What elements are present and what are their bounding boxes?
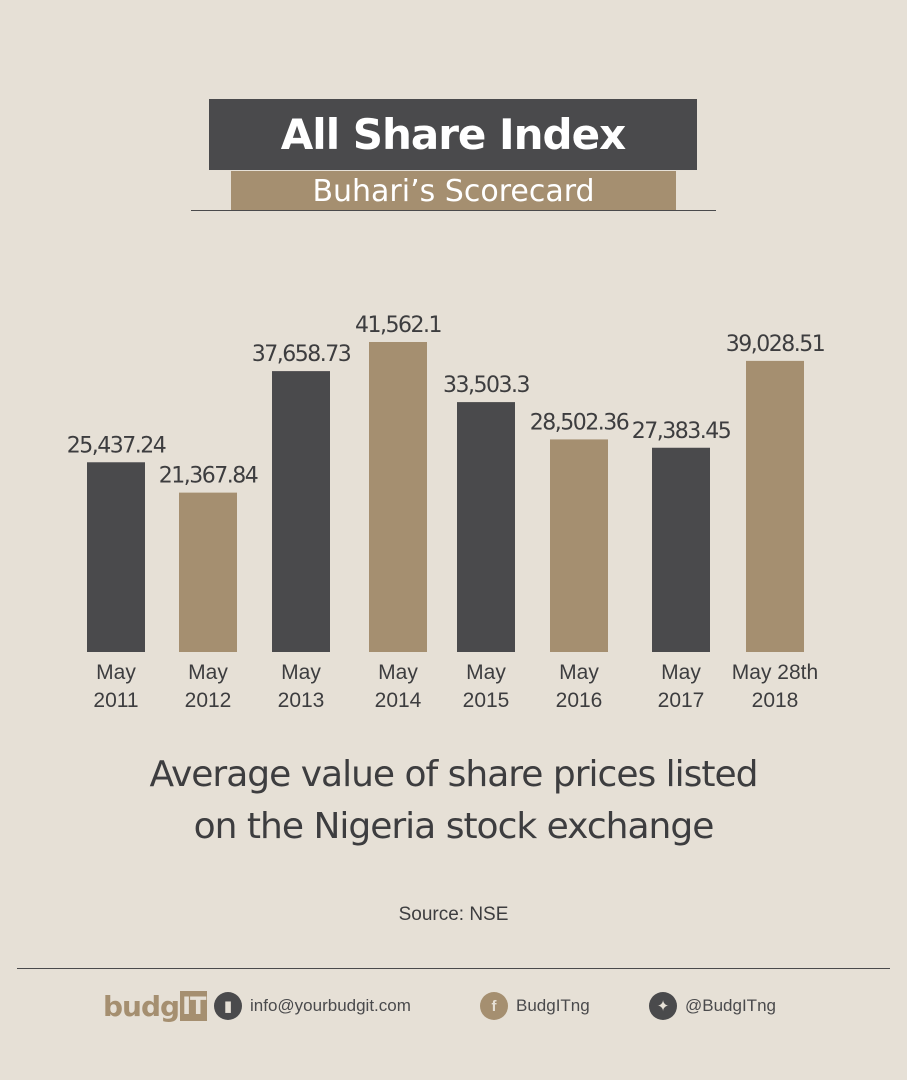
contact-facebook[interactable]: f BudgITng: [480, 990, 590, 1022]
category-label-6-0: May: [661, 661, 701, 684]
source-note: Source: NSE: [398, 904, 509, 925]
category-label-6-1: 2017: [658, 689, 705, 712]
budgit-logo: budg IT: [103, 986, 208, 1026]
value-label-2: 37,658.73: [252, 342, 351, 367]
category-label-1-1: 2012: [185, 689, 232, 712]
bar-5: [550, 439, 608, 652]
category-label-3-1: 2014: [375, 689, 422, 712]
category-label-4-0: May: [466, 661, 506, 684]
footer-divider: [17, 968, 890, 969]
mail-icon: ▮: [214, 992, 242, 1020]
category-label-2-0: May: [281, 661, 321, 684]
bar-3: [369, 342, 427, 652]
caption-line-1: Average value of share prices listed: [149, 754, 758, 795]
bar-6: [652, 447, 710, 652]
category-label-2-1: 2013: [278, 689, 325, 712]
category-label-0-1: 2011: [93, 689, 138, 712]
category-label-5-0: May: [559, 661, 599, 684]
chart-title: All Share Index: [209, 99, 697, 170]
category-label-0-0: May: [96, 661, 136, 684]
category-label-3-0: May: [378, 661, 418, 684]
bar-chart: 25,437.24 May 2011 21,367.84 May 2012 37,658.7…: [67, 313, 826, 712]
contact-email[interactable]: ▮ info@yourbudgit.com: [214, 990, 411, 1022]
email-text: info@yourbudgit.com: [250, 996, 411, 1015]
facebook-icon: f: [480, 992, 508, 1020]
caption-line-2: on the Nigeria stock exchange: [193, 806, 715, 847]
bar-0: [87, 462, 145, 652]
category-label-5-1: 2016: [556, 689, 603, 712]
title-divider: [191, 210, 716, 211]
twitter-icon: ✦: [649, 992, 677, 1020]
category-label-7-1: 2018: [752, 689, 799, 712]
bar-4: [457, 402, 515, 652]
logo-text: budg: [103, 989, 180, 1023]
category-label-4-1: 2015: [463, 689, 510, 712]
value-label-1: 21,367.84: [159, 464, 258, 489]
value-label-0: 25,437.24: [67, 433, 166, 458]
bar-1: [179, 492, 237, 652]
twitter-text: @BudgITng: [685, 996, 776, 1015]
bar-7: [746, 360, 804, 652]
value-label-7: 39,028.51: [726, 332, 824, 357]
footer: budg IT ▮ info@yourbudgit.com f BudgITng …: [0, 986, 907, 1026]
value-label-6: 27,383.45: [632, 419, 731, 444]
value-label-5: 28,502.36: [530, 410, 629, 435]
chart-subtitle: Buhari’s Scorecard: [231, 171, 676, 211]
category-label-7-0: May 28th: [732, 661, 818, 684]
category-label-1-0: May: [188, 661, 228, 684]
logo-it-badge: IT: [180, 991, 208, 1021]
value-label-3: 41,562.1: [355, 313, 441, 338]
value-label-4: 33,503.3: [443, 373, 529, 398]
bar-2: [272, 371, 330, 652]
facebook-text: BudgITng: [516, 996, 590, 1015]
contact-twitter[interactable]: ✦ @BudgITng: [649, 990, 776, 1022]
